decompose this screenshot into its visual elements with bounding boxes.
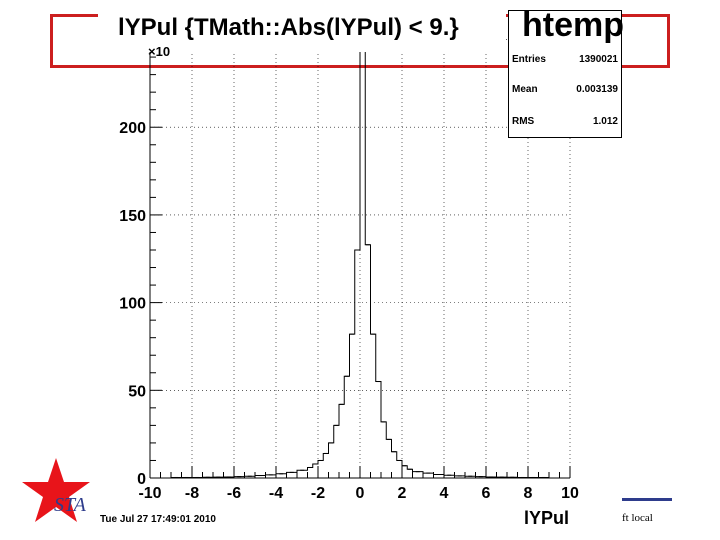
title-box [98,12,506,52]
y-tick-label: 100 [119,296,146,313]
stats-box [508,10,622,138]
stats-histogram-name: htemp [522,6,624,44]
x-tick-label: 0 [356,485,365,502]
x-tick-label: 8 [524,485,533,502]
x-tick-label: 6 [482,485,491,502]
star-logo-icon [22,458,90,522]
x-tick-label: -2 [311,485,325,502]
stats-rms-label: RMS [512,116,535,127]
x-tick-label: 10 [561,485,579,502]
x-axis-title: lYPul [524,508,570,528]
y-tick-label: 150 [119,208,146,225]
x-tick-label: 2 [398,485,407,502]
stats-mean-value: 0.003139 [576,84,618,95]
x-tick-label: 4 [440,485,449,502]
stats-mean-label: Mean [512,84,538,95]
chart-title: lYPul {TMath::Abs(lYPul) < 9.} [118,14,459,41]
x-tick-label: -4 [269,485,283,502]
footer-right-text: ft local [622,512,653,524]
error-marks [174,49,546,478]
y-axis-multiplier: ×10 [148,44,171,59]
x-tick-label: -8 [185,485,199,502]
histogram-outline [170,49,550,478]
x-tick-label: -6 [227,485,241,502]
stats-rms-value: 1.012 [592,116,618,127]
y-tick-label: 0 [137,471,146,488]
footer-divider [622,498,672,501]
timestamp: Tue Jul 27 17:49:01 2010 [100,514,216,525]
y-tick-label: 50 [128,383,146,400]
stats-entries-value: 1390021 [579,54,618,65]
logo-text: STA [54,494,86,516]
stats-entries-label: Entries [512,54,546,65]
x-tick-label: -10 [138,485,161,502]
y-tick-label: 200 [119,120,146,137]
